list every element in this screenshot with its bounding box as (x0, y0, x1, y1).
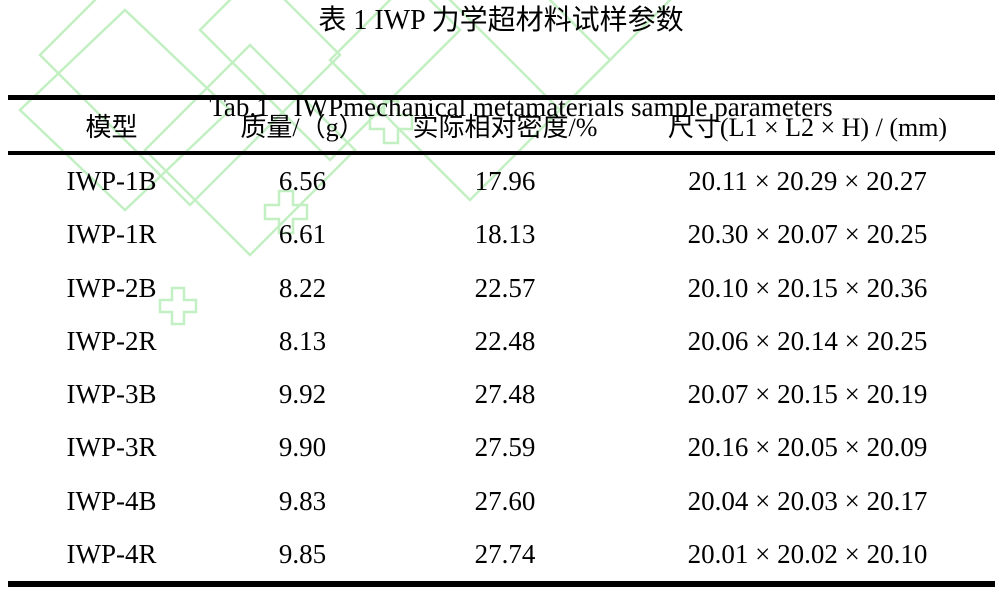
cell-model: IWP-2B (66, 272, 157, 303)
cell-dimensions: 20.04 × 20.03 × 20.17 (687, 485, 928, 516)
cell-mass: 9.83 (278, 485, 327, 516)
cell-relative-density: 22.57 (474, 272, 536, 303)
cell-model: IWP-3B (66, 379, 157, 410)
cell-model: IWP-4B (66, 485, 157, 516)
cell-model: IWP-1B (66, 166, 157, 197)
cell-dimensions: 20.10 × 20.15 × 20.36 (687, 272, 928, 303)
cell-model: IWP-3R (66, 432, 157, 463)
cell-mass: 6.61 (278, 219, 327, 250)
column-header-relative-density: 实际相对密度/% (412, 113, 598, 142)
table-title-chinese: 表 1 IWP 力学超材料试样参数 (318, 5, 684, 36)
table-row: IWP-3B 9.92 27.48 20.07 × 20.15 × 20.19 (8, 368, 995, 421)
table-row: IWP-4B 9.83 27.60 20.04 × 20.03 × 20.17 (8, 475, 995, 528)
cell-dimensions: 20.06 × 20.14 × 20.25 (687, 325, 928, 356)
cell-relative-density: 27.60 (474, 485, 536, 516)
table-row: IWP-2B 8.22 22.57 20.10 × 20.15 × 20.36 (8, 262, 995, 315)
cell-dimensions: 20.07 × 20.15 × 20.19 (687, 379, 928, 410)
column-header-model: 模型 (85, 113, 138, 142)
cell-mass: 9.90 (278, 432, 327, 463)
cell-model: IWP-1R (66, 219, 157, 250)
cell-mass: 8.22 (278, 272, 327, 303)
cell-mass: 9.85 (278, 538, 327, 569)
table-header-row: 模型 质量/（g） 实际相对密度/% 尺寸(L1 × L2 × H) / (mm… (8, 100, 995, 151)
column-header-mass: 质量/（g） (240, 113, 365, 142)
cell-relative-density: 27.59 (474, 432, 536, 463)
cell-relative-density: 22.48 (474, 325, 536, 356)
column-header-dimensions: 尺寸(L1 × L2 × H) / (mm) (667, 113, 948, 142)
cell-relative-density: 27.48 (474, 379, 536, 410)
cell-dimensions: 20.01 × 20.02 × 20.10 (687, 538, 928, 569)
cell-mass: 9.92 (278, 379, 327, 410)
table-row: IWP-2R 8.13 22.48 20.06 × 20.14 × 20.25 (8, 315, 995, 368)
table-row: IWP-4R 9.85 27.74 20.01 × 20.02 × 20.10 (8, 528, 995, 581)
cell-mass: 8.13 (278, 325, 327, 356)
cell-mass: 6.56 (278, 166, 327, 197)
table-row: IWP-3R 9.90 27.59 20.16 × 20.05 × 20.09 (8, 421, 995, 474)
cell-relative-density: 17.96 (474, 166, 536, 197)
cell-dimensions: 20.11 × 20.29 × 20.27 (688, 166, 927, 197)
table-body: IWP-1B 6.56 17.96 20.11 × 20.29 × 20.27 IWP-… (8, 155, 995, 581)
table-bottom-rule (8, 581, 995, 587)
cell-dimensions: 20.16 × 20.05 × 20.09 (687, 432, 928, 463)
table-row: IWP-1R 6.61 18.13 20.30 × 20.07 × 20.25 (8, 208, 995, 261)
cell-relative-density: 27.74 (474, 538, 536, 569)
cell-model: IWP-2R (66, 325, 157, 356)
table-row: IWP-1B 6.56 17.96 20.11 × 20.29 × 20.27 (8, 155, 995, 208)
cell-model: IWP-4R (66, 538, 157, 569)
cell-dimensions: 20.30 × 20.07 × 20.25 (687, 219, 928, 250)
cell-relative-density: 18.13 (474, 219, 536, 250)
